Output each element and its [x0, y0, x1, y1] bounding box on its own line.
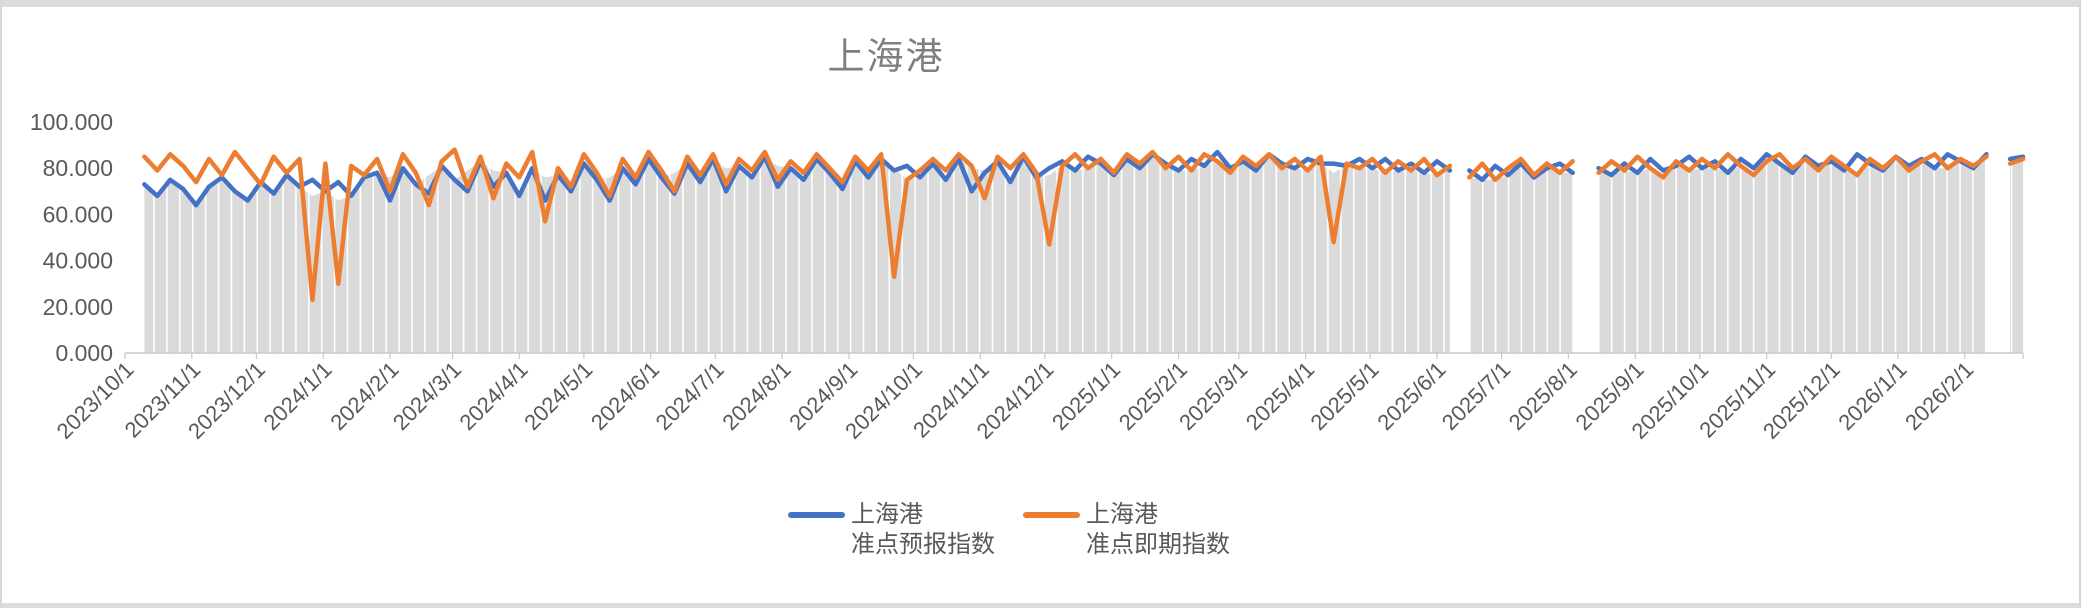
legend-label-spot: 上海港 准点即期指数 [1086, 500, 1230, 560]
chart-title: 上海港 [827, 36, 945, 77]
legend-marker-orange-line [1023, 512, 1080, 518]
x-tick-label: 2026/1/1 [1833, 357, 1911, 435]
x-tick-label: 2025/8/1 [1504, 357, 1582, 435]
x-tick-label: 2025/5/1 [1306, 357, 1384, 435]
legend-item-spot-index[interactable]: 上海港 准点即期指数 [1023, 500, 1230, 560]
x-tick-label: 2024/5/1 [519, 357, 597, 435]
series-line [142, 147, 1453, 303]
sheet-left-edge [0, 0, 2, 608]
legend-label-line2: 准点预报指数 [851, 531, 995, 558]
x-tick-label: 2025/6/1 [1372, 357, 1450, 435]
x-tick-label: 2024/2/1 [325, 357, 403, 435]
x-tick-label: 2024/7/1 [651, 357, 729, 435]
legend-item-forecast-index[interactable]: 上海港 准点预报指数 [788, 500, 995, 560]
x-tick-label: 2024/6/1 [586, 357, 664, 435]
sheet-bottom-band [0, 603, 2081, 608]
x-tick-label: 2024/4/1 [455, 357, 533, 435]
y-tick-label: 60.000 [43, 201, 113, 227]
x-tick-label: 2024/3/1 [388, 357, 466, 435]
y-tick-label: 100.000 [30, 109, 113, 135]
x-tick-label: 2024/1/1 [259, 357, 337, 435]
legend-label-line1: 上海港 [851, 501, 923, 528]
x-tick-label: 2025/7/1 [1437, 357, 1515, 435]
legend-marker-blue-line [788, 512, 845, 518]
area-fill-segment [2010, 159, 2023, 353]
series-line [1596, 152, 1989, 180]
series-line [1467, 156, 1575, 183]
legend-label-line2: 准点即期指数 [1086, 531, 1230, 558]
x-tick-label: 2025/1/1 [1047, 357, 1125, 435]
y-tick-label: 0.000 [55, 340, 113, 366]
y-tick-label: 20.000 [43, 294, 113, 320]
series-line [1467, 161, 1575, 183]
y-tick-label: 80.000 [43, 155, 113, 181]
area-fill-segment [144, 154, 1450, 353]
series-line [2007, 154, 2026, 162]
area-fill-segment [1469, 163, 1573, 353]
x-tick-label: 2024/8/1 [717, 357, 795, 435]
y-tick-label: 40.000 [43, 248, 113, 274]
sheet-right-edge [2079, 0, 2081, 608]
legend-label-line1: 上海港 [1086, 501, 1158, 528]
series-line [2007, 156, 2026, 166]
area-fill-segment [1598, 156, 1987, 353]
legend-label-forecast: 上海港 准点预报指数 [851, 500, 995, 560]
x-tick-label: 2026/2/1 [1900, 357, 1978, 435]
sheet-top-band [0, 0, 2081, 7]
x-tick-label: 2025/4/1 [1241, 357, 1319, 435]
